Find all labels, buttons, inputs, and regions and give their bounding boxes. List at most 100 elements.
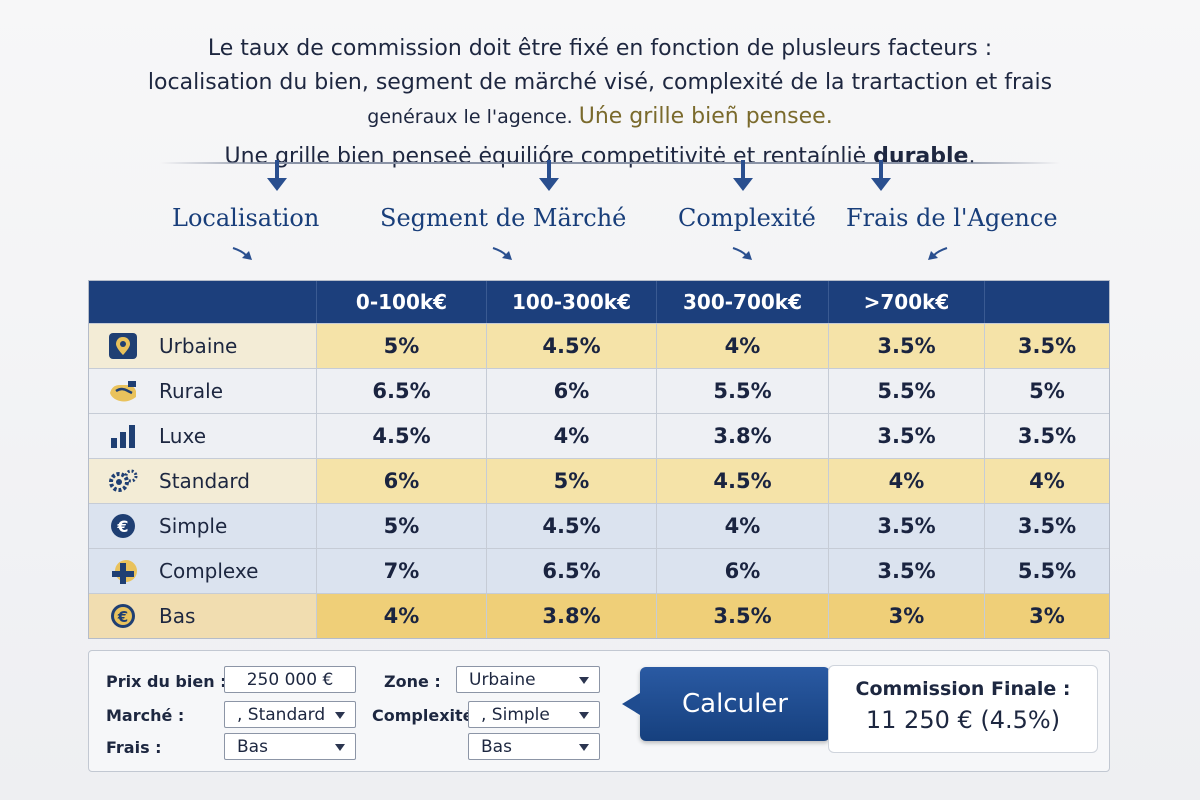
zone-select[interactable]: Urbaine xyxy=(456,666,600,693)
arrow-down-icon xyxy=(536,158,562,194)
row-label: € Bas xyxy=(89,594,317,638)
commission-table: 0-100k€ 100-300k€ 300-700k€ >700k€ Urbai… xyxy=(88,280,1110,639)
row-label-text: Urbaine xyxy=(159,334,238,358)
intro-line-4b: durable xyxy=(873,144,969,169)
table-cell: 5% xyxy=(985,369,1109,413)
euro-coin-icon: € xyxy=(105,511,141,541)
frais-select-secondary[interactable]: Bas xyxy=(468,733,600,760)
arrow-down-icon xyxy=(730,158,756,194)
table-cell: 3.5% xyxy=(829,504,985,548)
intro-line-4c: . xyxy=(968,144,976,169)
factor-localisation: Localisation xyxy=(172,204,320,232)
arrow-down-icon xyxy=(490,244,520,262)
zone-label: Zone : xyxy=(384,672,441,691)
header-cell: 0-100k€ xyxy=(317,281,487,323)
table-cell: 3.5% xyxy=(829,549,985,593)
row-label: Rurale xyxy=(89,369,317,413)
intro-line-3: genéraux le l'agence. Uńe grille bieñ pe… xyxy=(60,100,1140,134)
svg-text:€: € xyxy=(116,517,128,536)
arrow-down-icon xyxy=(730,244,760,262)
intro-line-4a: Une grille bien penseė ėquilióre competi… xyxy=(224,144,874,169)
table-cell: 5% xyxy=(487,459,657,503)
table-cell: 4.5% xyxy=(317,414,487,458)
table-cell: 3.8% xyxy=(657,414,829,458)
table-row: Urbaine 5% 4.5% 4% 3.5% 3.5% xyxy=(89,323,1109,368)
complexite-label: Complexité xyxy=(372,706,474,725)
marche-select[interactable]: , Standard xyxy=(224,701,356,728)
prix-input[interactable]: 250 000 € xyxy=(224,666,356,693)
row-label-text: Bas xyxy=(159,604,196,628)
frais-label: Frais : xyxy=(106,738,162,757)
intro-text: Le taux de commission doit être fixé en … xyxy=(60,32,1140,174)
svg-text:€: € xyxy=(117,608,128,626)
frais-select[interactable]: Bas xyxy=(224,733,356,760)
table-row: Standard 6% 5% 4.5% 4% 4% xyxy=(89,458,1109,503)
table-cell: 4% xyxy=(829,459,985,503)
intro-line-3a: genéraux le l'agence. xyxy=(367,106,579,128)
factor-complexite: Complexité xyxy=(678,204,816,232)
intro-line-4: Une grille bien penseė ėquilióre competi… xyxy=(60,140,1140,174)
intro-line-3b: Uńe grille bieñ pensee. xyxy=(578,104,833,129)
gears-icon xyxy=(105,466,141,496)
intro-line-1: Le taux de commission doit être fixé en … xyxy=(207,36,993,61)
table-cell: 4% xyxy=(657,504,829,548)
map-pin-icon xyxy=(105,331,141,361)
table-cell: 6% xyxy=(487,369,657,413)
table-row: € Bas 4% 3.8% 3.5% 3% 3% xyxy=(89,593,1109,638)
result-box: Commission Finale : 11 250 € (4.5%) xyxy=(828,665,1098,753)
row-label-text: Simple xyxy=(159,514,228,538)
header-cell: 100-300k€ xyxy=(487,281,657,323)
puzzle-icon xyxy=(105,556,141,586)
prix-label: Prix du bien : xyxy=(106,672,227,691)
result-title: Commission Finale : xyxy=(855,678,1071,700)
table-cell: 4.5% xyxy=(657,459,829,503)
header-cell xyxy=(985,281,1109,323)
complexite-select[interactable]: , Simple xyxy=(468,701,600,728)
row-label-text: Luxe xyxy=(159,424,206,448)
result-value: 11 250 € (4.5%) xyxy=(865,706,1061,734)
factor-frais: Frais de l'Agence xyxy=(846,204,1058,232)
table-cell: 3.8% xyxy=(487,594,657,638)
table-cell: 6.5% xyxy=(487,549,657,593)
arrow-down-icon xyxy=(230,244,260,262)
row-label: Luxe xyxy=(89,414,317,458)
row-label: Complexe xyxy=(89,549,317,593)
table-cell: 7% xyxy=(317,549,487,593)
bar-chart-icon xyxy=(105,421,141,451)
row-label: € Simple xyxy=(89,504,317,548)
factor-segment: Segment de Märché xyxy=(380,204,627,232)
marche-label: Marché : xyxy=(106,706,185,725)
table-cell: 6% xyxy=(317,459,487,503)
table-row: Complexe 7% 6.5% 6% 3.5% 5.5% xyxy=(89,548,1109,593)
handshake-icon xyxy=(105,376,141,406)
row-label: Urbaine xyxy=(89,324,317,368)
table-cell: 3.5% xyxy=(829,324,985,368)
table-cell: 3.5% xyxy=(829,414,985,458)
calculate-button[interactable]: Calculer xyxy=(622,667,830,741)
row-label-text: Rurale xyxy=(159,379,224,403)
divider xyxy=(160,162,1060,164)
table-row: Rurale 6.5% 6% 5.5% 5.5% 5% xyxy=(89,368,1109,413)
table-cell: 5% xyxy=(317,324,487,368)
table-cell: 6% xyxy=(657,549,829,593)
table-cell: 5.5% xyxy=(829,369,985,413)
table-cell: 3.5% xyxy=(985,414,1109,458)
table-cell: 4% xyxy=(487,414,657,458)
arrow-down-icon xyxy=(264,158,290,194)
table-row: € Simple 5% 4.5% 4% 3.5% 3.5% xyxy=(89,503,1109,548)
table-cell: 3% xyxy=(985,594,1109,638)
table-header: 0-100k€ 100-300k€ 300-700k€ >700k€ xyxy=(89,281,1109,323)
table-cell: 4% xyxy=(657,324,829,368)
row-label: Standard xyxy=(89,459,317,503)
arrow-down-icon xyxy=(920,244,950,262)
table-cell: 4% xyxy=(985,459,1109,503)
header-cell: >700k€ xyxy=(829,281,985,323)
table-cell: 4.5% xyxy=(487,324,657,368)
header-cell xyxy=(89,281,317,323)
table-cell: 5.5% xyxy=(657,369,829,413)
table-cell: 3.5% xyxy=(985,504,1109,548)
table-cell: 3.5% xyxy=(657,594,829,638)
table-cell: 4% xyxy=(317,594,487,638)
table-cell: 5% xyxy=(317,504,487,548)
intro-line-2: localisation du bien, segment de märché … xyxy=(147,70,1053,95)
